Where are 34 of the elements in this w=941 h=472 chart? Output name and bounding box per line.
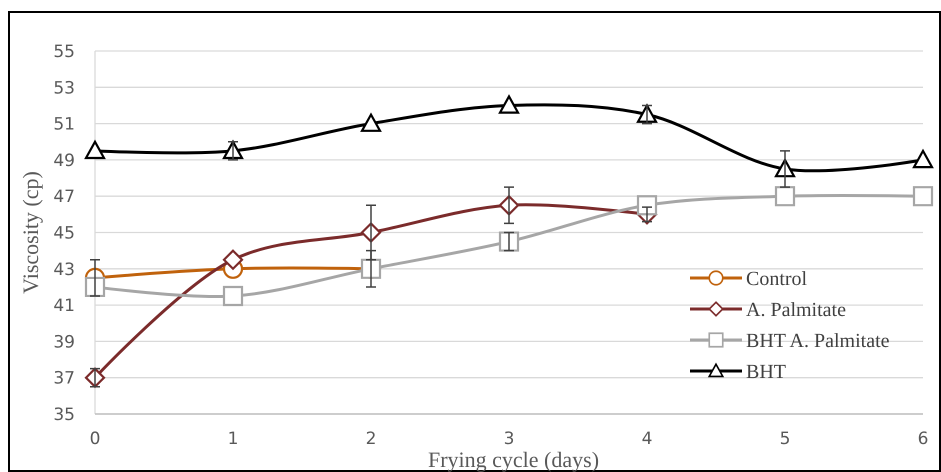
point xyxy=(912,150,934,168)
y-tick-label: 39 xyxy=(53,332,75,352)
x-axis-title: Frying cycle (days) xyxy=(428,447,600,472)
y-tick-label: 55 xyxy=(53,42,75,62)
x-tick-label: 4 xyxy=(642,429,652,449)
y-tick-label: 35 xyxy=(53,404,75,425)
point xyxy=(84,140,106,160)
x-tick-label: 3 xyxy=(504,429,514,449)
y-tick-label: 49 xyxy=(53,150,75,171)
legend-label: BHT xyxy=(746,361,786,383)
point xyxy=(498,95,520,114)
legend-label: BHT A. Palmitate xyxy=(746,330,890,352)
y-tick-label: 51 xyxy=(53,114,75,135)
x-tick-label: 6 xyxy=(918,429,928,449)
legend-label: A. Palmitate xyxy=(746,299,846,321)
y-tick-label: 41 xyxy=(53,296,75,316)
point xyxy=(636,195,658,216)
y-tick-label: 53 xyxy=(53,78,75,98)
point xyxy=(912,186,934,206)
point xyxy=(222,250,244,270)
x-tick-label: 1 xyxy=(228,429,238,449)
x-tick-label: 2 xyxy=(366,429,376,449)
point xyxy=(360,114,382,132)
y-axis-title: Viscosity (cp) xyxy=(18,171,43,294)
legend-label: Control xyxy=(746,268,808,290)
y-tick-label: 45 xyxy=(53,223,75,244)
point xyxy=(84,368,106,388)
point xyxy=(222,286,244,306)
x-tick-label: 5 xyxy=(780,429,790,449)
point xyxy=(774,186,796,206)
y-tick-label: 37 xyxy=(53,368,75,389)
x-tick-label: 0 xyxy=(90,429,100,449)
y-tick-label: 47 xyxy=(53,187,75,208)
y-tick-label: 43 xyxy=(53,260,75,280)
